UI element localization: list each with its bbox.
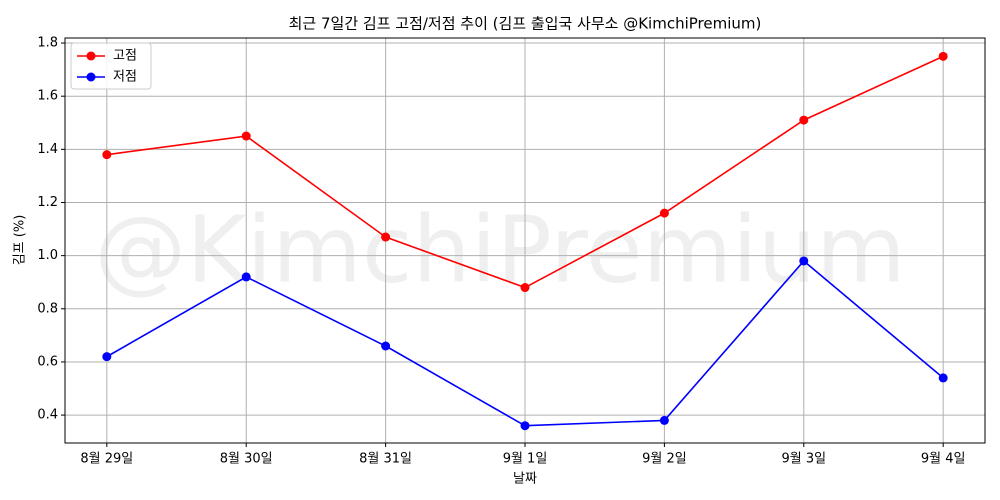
x-axis-label: 날짜	[513, 472, 537, 487]
y-tick-label: 0.8	[37, 301, 58, 316]
data-point	[102, 352, 112, 362]
chart-title: 최근 7일간 김프 고점/저점 추이 (김프 출입국 사무소 @KimchiPr…	[289, 15, 762, 33]
data-point	[938, 373, 948, 383]
data-point	[659, 415, 669, 425]
x-tick-label: 9월 4일	[921, 452, 966, 467]
y-tick-label: 1.8	[37, 36, 58, 51]
y-tick-label: 1.0	[37, 248, 58, 263]
y-axis-label: 김프 (%)	[13, 215, 28, 266]
data-point	[799, 115, 809, 125]
legend-marker	[86, 72, 96, 82]
data-point	[381, 341, 391, 351]
y-tick-label: 1.4	[37, 142, 58, 157]
x-tick-label: 8월 29일	[80, 452, 133, 467]
data-point	[799, 256, 809, 266]
data-point	[102, 150, 112, 160]
data-point	[938, 51, 948, 61]
plot-frame	[64, 37, 986, 444]
legend-label: 고점	[113, 49, 137, 64]
data-point	[659, 208, 669, 218]
legend-label: 저점	[113, 70, 137, 85]
data-point	[241, 131, 251, 141]
watermark: @KimchiPremium	[94, 196, 905, 303]
x-tick-label: 9월 2일	[642, 452, 687, 467]
x-tick-label: 8월 31일	[359, 452, 412, 467]
legend-marker	[86, 51, 96, 61]
legend-box	[70, 42, 152, 90]
data-point	[520, 283, 530, 293]
x-tick-label: 9월 3일	[781, 452, 826, 467]
data-point	[520, 421, 530, 431]
y-tick-label: 1.6	[37, 89, 58, 104]
x-tick-label: 8월 30일	[220, 452, 273, 467]
y-tick-label: 0.6	[37, 354, 58, 369]
data-point	[381, 232, 391, 242]
y-tick-label: 1.2	[37, 195, 58, 210]
x-tick-label: 9월 1일	[503, 452, 548, 467]
y-tick-label: 0.4	[37, 408, 58, 423]
data-point	[241, 272, 251, 282]
